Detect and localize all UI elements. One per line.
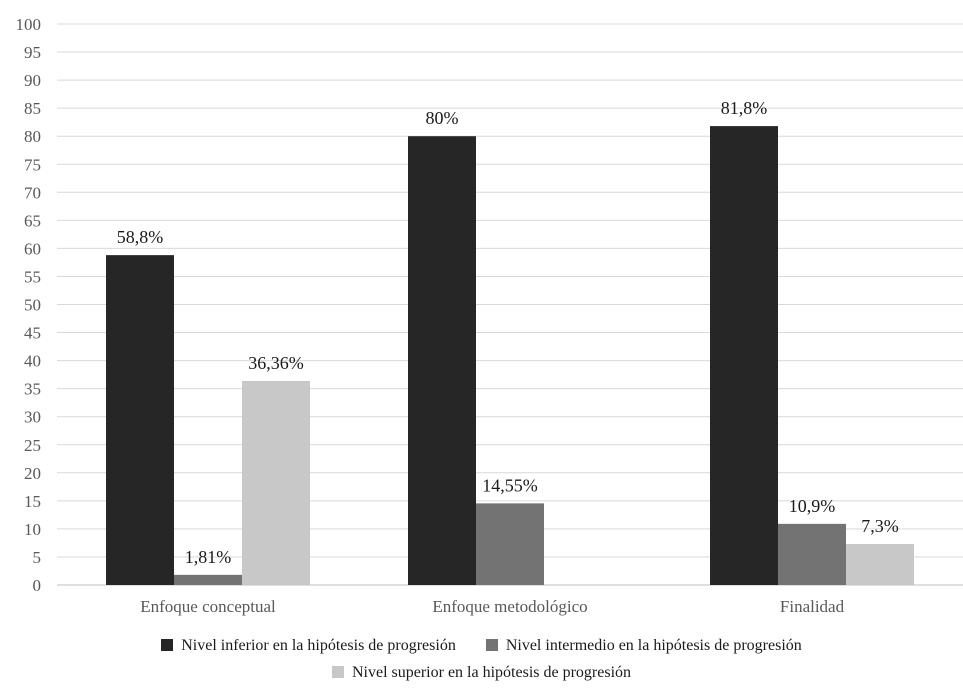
x-axis-category-labels: Enfoque conceptual Enfoque metodológico Fi… (140, 597, 844, 616)
legend-swatch-superior (331, 666, 344, 678)
y-tick-label: 0 (33, 576, 42, 595)
y-tick-label: 35 (24, 380, 41, 399)
x-category-label: Enfoque conceptual (140, 597, 276, 616)
data-label: 14,55% (482, 475, 538, 495)
legend-row-2: Nivel superior en la hipótesis de progre… (0, 664, 963, 682)
data-label: 7,3% (861, 516, 899, 536)
legend-item-intermedio: Nivel intermedio en la hipótesis de prog… (485, 637, 802, 655)
legend-row-1: Nivel inferior en la hipótesis de progre… (0, 637, 963, 655)
bar (846, 544, 914, 585)
legend-label-inferior: Nivel inferior en la hipótesis de progre… (181, 637, 456, 654)
data-label: 1,81% (185, 547, 232, 567)
y-tick-label: 80 (24, 127, 41, 146)
x-category-label: Enfoque metodológico (432, 597, 587, 616)
y-tick-label: 90 (24, 71, 41, 90)
y-tick-label: 30 (24, 408, 41, 427)
bar (174, 574, 242, 585)
legend-item-superior: Nivel superior en la hipótesis de progre… (331, 664, 632, 682)
y-tick-label: 65 (24, 211, 41, 230)
legend-swatch-intermedio (485, 639, 498, 651)
bar (778, 523, 846, 585)
y-tick-label: 70 (24, 183, 41, 202)
y-tick-label: 45 (24, 324, 41, 343)
y-tick-label: 20 (24, 464, 41, 483)
legend-label-superior: Nivel superior en la hipótesis de progre… (351, 664, 632, 681)
y-tick-label: 75 (24, 155, 41, 174)
y-tick-label: 25 (24, 436, 41, 455)
legend-label-intermedio: Nivel intermedio en la hipótesis de prog… (505, 637, 802, 654)
bar (710, 126, 778, 586)
y-tick-label: 95 (24, 43, 41, 62)
grid-lines (57, 23, 963, 586)
data-label: 36,36% (248, 353, 304, 373)
bar-chart: 0 5 10 15 20 25 30 35 40 45 50 55 60 65 70 75 80 85 90 95 10… (16, 15, 963, 616)
y-tick-label: 5 (33, 548, 42, 567)
y-tick-label: 60 (24, 239, 41, 258)
data-labels: 58,8% 1,81% 36,36% 80% 14,55% 81,8% 10,9% 7,3% (117, 98, 899, 567)
y-tick-label: 10 (24, 520, 41, 539)
y-axis-tick-labels: 0 5 10 15 20 25 30 35 40 45 50 55 60 65 70 75 80 85 90 95 10… (16, 15, 42, 595)
bar (476, 503, 544, 585)
y-tick-label: 55 (24, 267, 41, 286)
legend-item-inferior: Nivel inferior en la hipótesis de progre… (161, 637, 456, 655)
x-category-label: Finalidad (780, 597, 845, 616)
y-tick-label: 15 (24, 492, 41, 511)
data-label: 10,9% (789, 496, 836, 516)
y-tick-label: 100 (16, 15, 42, 34)
y-tick-label: 40 (24, 352, 41, 371)
legend-swatch-inferior (161, 639, 174, 651)
bar (106, 255, 174, 585)
data-label: 81,8% (721, 98, 768, 118)
data-label: 80% (426, 108, 459, 128)
bar (242, 381, 310, 585)
y-tick-label: 50 (24, 296, 41, 315)
bar (408, 136, 476, 585)
y-tick-label: 85 (24, 99, 41, 118)
data-label: 58,8% (117, 227, 164, 247)
bars (106, 126, 914, 586)
